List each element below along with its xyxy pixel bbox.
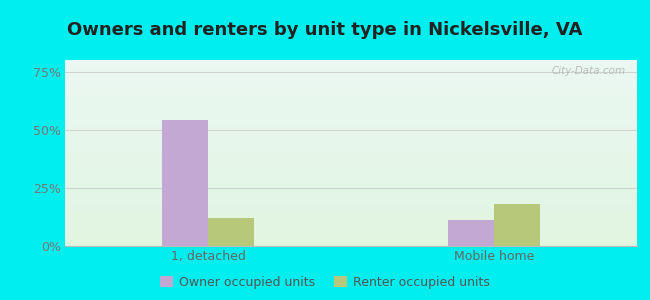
Bar: [65, 159, 637, 162]
Bar: [65, 165, 637, 169]
Bar: [494, 204, 540, 246]
Text: City-Data.com: City-Data.com: [551, 66, 625, 76]
Bar: [65, 202, 637, 206]
Bar: [65, 153, 637, 156]
Bar: [65, 237, 637, 240]
Bar: [65, 175, 637, 178]
Bar: [65, 234, 637, 237]
Bar: [65, 224, 637, 227]
Bar: [65, 97, 637, 100]
Bar: [65, 209, 637, 212]
Bar: [65, 187, 637, 190]
Bar: [65, 206, 637, 209]
Bar: [65, 69, 637, 72]
Bar: [65, 230, 637, 234]
Legend: Owner occupied units, Renter occupied units: Owner occupied units, Renter occupied un…: [155, 271, 495, 294]
Bar: [65, 60, 637, 63]
Bar: [65, 72, 637, 76]
Bar: [65, 85, 637, 88]
Bar: [448, 220, 494, 246]
Bar: [65, 134, 637, 137]
Bar: [65, 196, 637, 200]
Bar: [65, 91, 637, 94]
Bar: [65, 79, 637, 82]
Bar: [65, 218, 637, 221]
Bar: [65, 169, 637, 172]
Bar: [65, 172, 637, 175]
Bar: [65, 76, 637, 79]
Bar: [65, 200, 637, 202]
Bar: [65, 162, 637, 165]
Bar: [65, 122, 637, 125]
Bar: [65, 147, 637, 150]
Bar: [65, 215, 637, 218]
Bar: [162, 120, 208, 246]
Bar: [65, 88, 637, 91]
Bar: [65, 66, 637, 69]
Bar: [65, 128, 637, 131]
Bar: [208, 218, 254, 246]
Bar: [65, 110, 637, 113]
Bar: [65, 240, 637, 243]
Bar: [65, 150, 637, 153]
Bar: [65, 94, 637, 97]
Bar: [65, 131, 637, 134]
Bar: [65, 184, 637, 187]
Bar: [65, 144, 637, 147]
Bar: [65, 82, 637, 85]
Bar: [65, 221, 637, 224]
Bar: [65, 125, 637, 128]
Bar: [65, 141, 637, 144]
Bar: [65, 212, 637, 215]
Bar: [65, 243, 637, 246]
Bar: [65, 181, 637, 184]
Bar: [65, 116, 637, 119]
Text: Owners and renters by unit type in Nickelsville, VA: Owners and renters by unit type in Nicke…: [68, 21, 582, 39]
Bar: [65, 178, 637, 181]
Bar: [65, 113, 637, 116]
Bar: [65, 156, 637, 159]
Bar: [65, 63, 637, 66]
Bar: [65, 137, 637, 141]
Bar: [65, 227, 637, 230]
Bar: [65, 190, 637, 193]
Bar: [65, 103, 637, 106]
Bar: [65, 106, 637, 110]
Bar: [65, 100, 637, 103]
Bar: [65, 193, 637, 197]
Bar: [65, 119, 637, 122]
